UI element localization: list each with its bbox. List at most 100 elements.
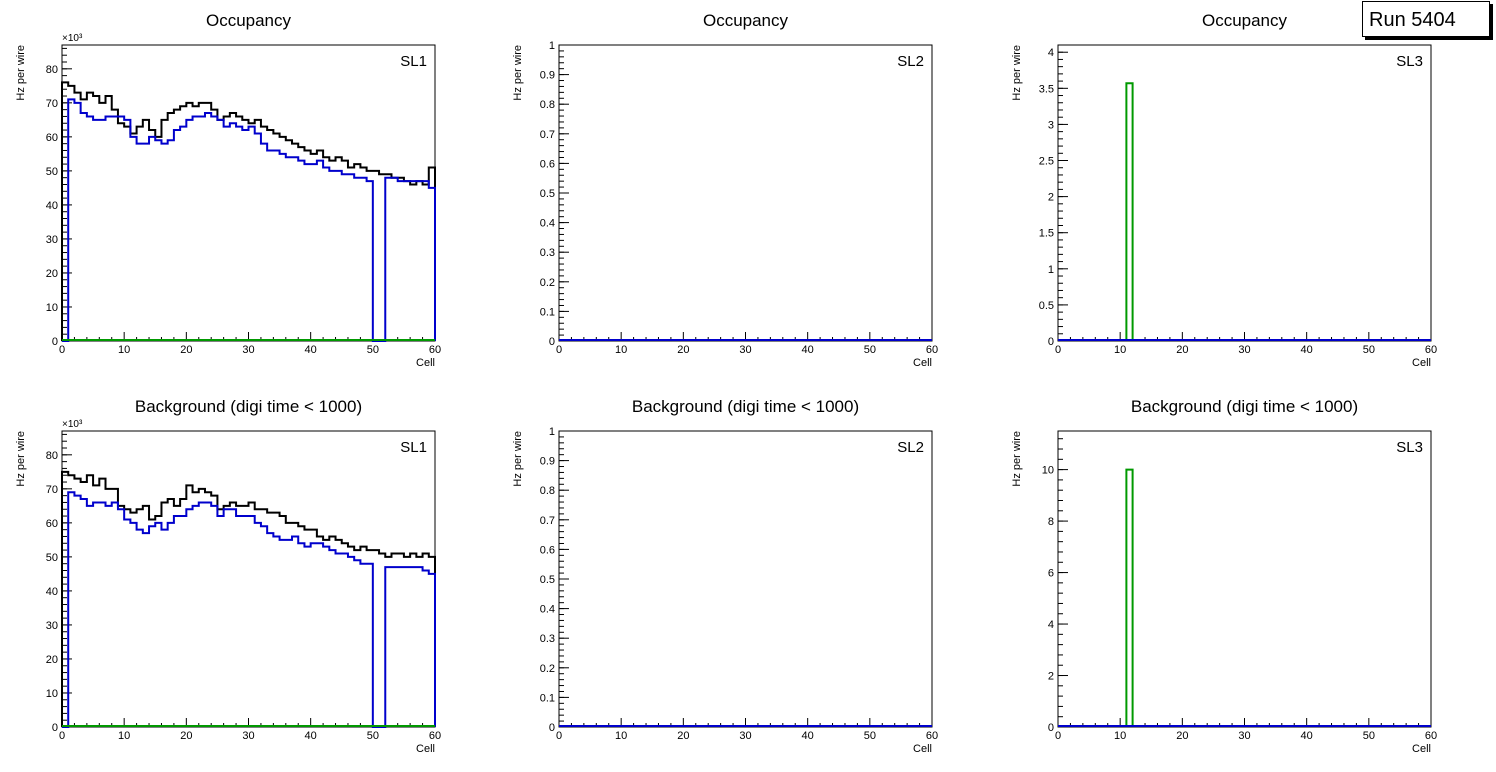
y-tick-label: 50	[46, 166, 58, 178]
y-axis-label: Hz per wire	[15, 431, 27, 487]
y-tick-label: 0	[52, 722, 58, 734]
histogram-series-black	[61, 470, 436, 727]
x-tick-label: 50	[1363, 730, 1375, 742]
y-tick-label: 0	[1048, 336, 1054, 348]
panel-label: SL2	[897, 53, 924, 70]
histogram-series-blue	[62, 491, 436, 728]
y-tick-label: 0.9	[540, 456, 555, 468]
x-axis-label: Cell	[416, 357, 435, 369]
x-tick-label: 50	[367, 730, 379, 742]
y-axis-label: Hz per wire	[15, 45, 27, 101]
y-tick-label: 1	[1048, 264, 1054, 276]
y-axis-label: Hz per wire	[512, 431, 524, 487]
plot-frame	[558, 44, 933, 342]
chart-title: Occupancy	[206, 11, 292, 30]
y-tick-label: 40	[46, 200, 58, 212]
y-tick-label: 2.5	[1039, 156, 1054, 168]
x-tick-label: 40	[1301, 730, 1313, 742]
y-tick-label: 0.8	[540, 485, 555, 497]
x-tick-label: 10	[615, 344, 627, 356]
panel-label: SL1	[400, 439, 427, 456]
histogram-series-green	[1125, 82, 1134, 341]
x-tick-label: 30	[242, 730, 254, 742]
histogram-panel: Background (digi time < 1000) SL1 0 10 20 30 4…	[15, 397, 441, 755]
y-tick-label: 20	[46, 654, 58, 666]
x-tick-label: 30	[1238, 730, 1250, 742]
y-tick-label: 0	[52, 336, 58, 348]
x-tick-label: 20	[180, 730, 192, 742]
y-tick-label: 2	[1048, 671, 1054, 683]
x-tick-label: 60	[429, 344, 441, 356]
x-tick-label: 40	[305, 730, 317, 742]
y-tick-label: 0.8	[540, 99, 555, 111]
y-axis-label: Hz per wire	[512, 45, 524, 101]
y-tick-label: 1.5	[1039, 228, 1054, 240]
y-tick-label: 60	[46, 518, 58, 530]
x-tick-label: 30	[739, 344, 751, 356]
y-tick-label: 30	[46, 234, 58, 246]
x-tick-label: 0	[59, 730, 65, 742]
y-tick-label: 40	[46, 586, 58, 598]
y-tick-label: 4	[1048, 619, 1054, 631]
y-tick-label: 10	[1042, 465, 1054, 477]
y-tick-label: 10	[46, 302, 58, 314]
x-axis-label: Cell	[1412, 357, 1431, 369]
chart-title: Background (digi time < 1000)	[632, 397, 859, 416]
x-tick-label: 0	[1055, 730, 1061, 742]
y-tick-label: 0.3	[540, 247, 555, 259]
y-tick-label: 0.6	[540, 544, 555, 556]
run-label: Run 5404	[1362, 1, 1490, 37]
y-tick-label: 6	[1048, 568, 1054, 580]
chart-title: Occupancy	[1202, 11, 1288, 30]
x-axis-label: Cell	[913, 743, 932, 755]
x-tick-label: 40	[305, 344, 317, 356]
x-tick-label: 20	[677, 730, 689, 742]
x-tick-label: 60	[1425, 344, 1437, 356]
panel-label: SL2	[897, 439, 924, 456]
y-tick-label: 0.1	[540, 692, 555, 704]
histogram-series-blue	[62, 98, 436, 342]
x-tick-label: 50	[367, 344, 379, 356]
x-tick-label: 30	[739, 730, 751, 742]
plot-frame	[558, 430, 933, 728]
x-tick-label: 20	[1176, 730, 1188, 742]
y-tick-label: 60	[46, 132, 58, 144]
y-tick-label: 0	[549, 722, 555, 734]
y-tick-label: 8	[1048, 516, 1054, 528]
y-axis-label: Hz per wire	[1011, 431, 1023, 487]
y-tick-label: 20	[46, 268, 58, 280]
y-tick-label: 10	[46, 688, 58, 700]
x-tick-label: 0	[556, 344, 562, 356]
x-tick-label: 50	[864, 730, 876, 742]
y-tick-label: 0.7	[540, 515, 555, 527]
y-exponent-label: ×10³	[62, 419, 83, 430]
panel-label: SL1	[400, 53, 427, 70]
panel-label: SL3	[1396, 439, 1423, 456]
x-tick-label: 40	[802, 344, 814, 356]
x-axis-label: Cell	[913, 357, 932, 369]
histogram-series-black	[61, 81, 436, 341]
y-tick-label: 4	[1048, 47, 1054, 59]
x-tick-label: 60	[926, 344, 938, 356]
chart-title: Occupancy	[703, 11, 789, 30]
y-tick-label: 1	[549, 426, 555, 438]
y-tick-label: 50	[46, 552, 58, 564]
y-tick-label: 70	[46, 98, 58, 110]
x-tick-label: 10	[118, 730, 130, 742]
y-tick-label: 0.7	[540, 129, 555, 141]
x-axis-label: Cell	[416, 743, 435, 755]
x-tick-label: 30	[1238, 344, 1250, 356]
x-tick-label: 20	[1176, 344, 1188, 356]
x-axis-label: Cell	[1412, 743, 1431, 755]
x-tick-label: 20	[677, 344, 689, 356]
x-tick-label: 0	[1055, 344, 1061, 356]
y-tick-label: 2	[1048, 192, 1054, 204]
x-tick-label: 10	[615, 730, 627, 742]
plot-frame	[1057, 44, 1432, 342]
y-tick-label: 0.3	[540, 633, 555, 645]
